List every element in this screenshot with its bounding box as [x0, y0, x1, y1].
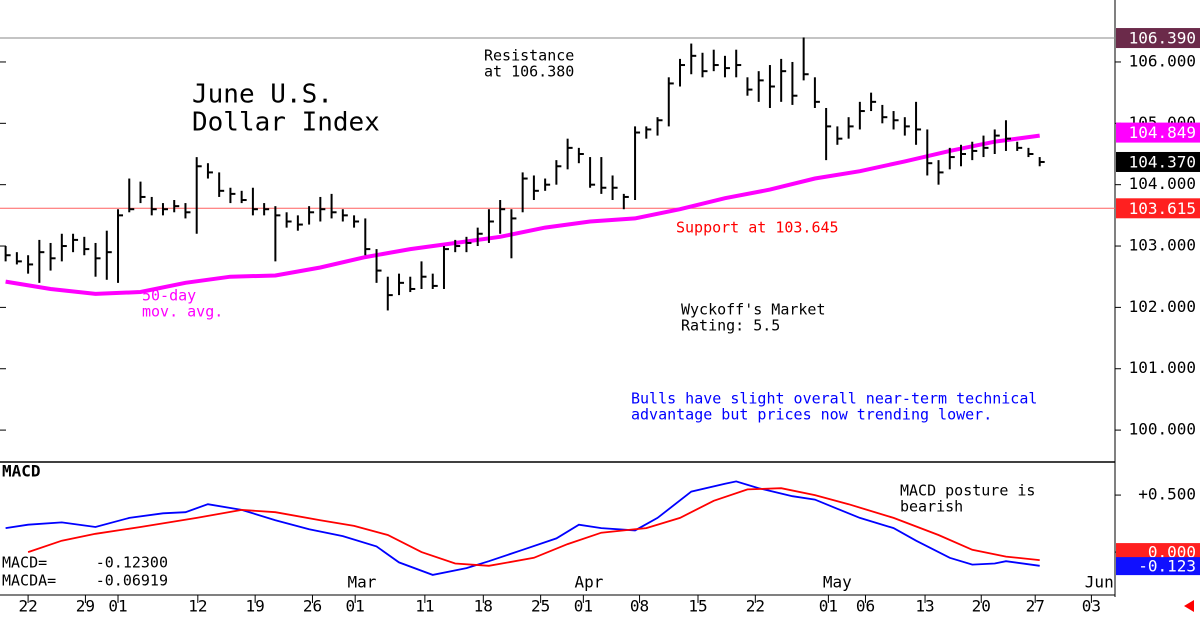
level-box — [1116, 198, 1200, 219]
y-tick-label: 104.000 — [1129, 174, 1196, 193]
x-tick-label: 18 — [474, 597, 493, 616]
macd-marker-label: -0.123 — [1138, 557, 1196, 576]
annotation: Support at 103.645 — [676, 219, 839, 237]
macd-line — [27, 487, 1040, 567]
readout-value: -0.12300 — [96, 554, 168, 572]
x-tick-label: 11 — [415, 597, 434, 616]
x-tick-label: 01 — [346, 597, 365, 616]
x-tick-label: 29 — [76, 597, 95, 616]
month-label: Apr — [575, 573, 604, 592]
x-tick-label: 19 — [246, 597, 265, 616]
macd-annotation: MACD posture is — [900, 482, 1035, 500]
level-box — [1116, 28, 1200, 49]
macd-marker-label: 0.000 — [1148, 543, 1196, 562]
level-label: 106.390 — [1129, 29, 1196, 48]
chart-title: Dollar Index — [192, 108, 380, 138]
y-tick-label: 101.000 — [1129, 358, 1196, 377]
y-tick-label: 100.000 — [1129, 420, 1196, 439]
macd-marker-box — [1116, 543, 1200, 562]
macd-marker-box — [1116, 557, 1200, 576]
x-tick-label: 22 — [18, 597, 37, 616]
level-box — [1116, 151, 1200, 172]
x-tick-label: 15 — [688, 597, 707, 616]
month-label: Mar — [347, 573, 376, 592]
x-tick-label: 01 — [574, 597, 593, 616]
annotation: advantage but prices now trending lower. — [631, 406, 992, 424]
level-label: 103.615 — [1129, 199, 1196, 218]
x-tick-label: 26 — [303, 597, 322, 616]
month-label: May — [823, 573, 852, 592]
annotation: Wyckoff's Market — [681, 301, 826, 319]
scroll-arrow[interactable] — [1184, 600, 1194, 612]
annotation: Bulls have slight overall near-term tech… — [631, 390, 1037, 408]
x-tick-label: 12 — [188, 597, 207, 616]
x-tick-label: 22 — [746, 597, 765, 616]
readout-box — [0, 553, 182, 591]
x-tick-label: 20 — [972, 597, 991, 616]
moving-average — [5, 133, 1040, 296]
chart-title: June U.S. — [192, 80, 333, 110]
y-tick-label: 102.000 — [1129, 297, 1196, 316]
readout-label: MACDA= — [2, 572, 56, 590]
annotation: Rating: 5.5 — [681, 317, 780, 335]
macd-title: MACD — [2, 462, 41, 481]
x-tick-label: 03 — [1082, 597, 1101, 616]
macd-annotation: bearish — [900, 498, 963, 516]
annotation: at 106.380 — [484, 63, 574, 81]
readout-label: MACD= — [2, 554, 47, 572]
y-tick-label: 103.000 — [1129, 236, 1196, 255]
x-tick-label: 01 — [108, 597, 127, 616]
y-tick-label: 106.000 — [1129, 51, 1196, 70]
month-label: Jun — [1085, 573, 1114, 592]
y-tick-label: +0.500 — [1138, 485, 1196, 504]
x-tick-label: 06 — [856, 597, 875, 616]
level-label: 104.849 — [1129, 123, 1196, 142]
x-tick-label: 25 — [531, 597, 550, 616]
x-tick-label: 13 — [915, 597, 934, 616]
level-box — [1116, 122, 1200, 143]
ma-label: 50-day — [142, 287, 196, 305]
x-tick-label: 08 — [630, 597, 649, 616]
level-label: 104.370 — [1129, 152, 1196, 171]
x-tick-label: 27 — [1026, 597, 1045, 616]
x-tick-label: 01 — [819, 597, 838, 616]
ma-label: mov. avg. — [142, 303, 223, 321]
annotation: Resistance — [484, 47, 574, 65]
readout-value: -0.06919 — [96, 572, 168, 590]
macd-line — [5, 480, 1040, 576]
